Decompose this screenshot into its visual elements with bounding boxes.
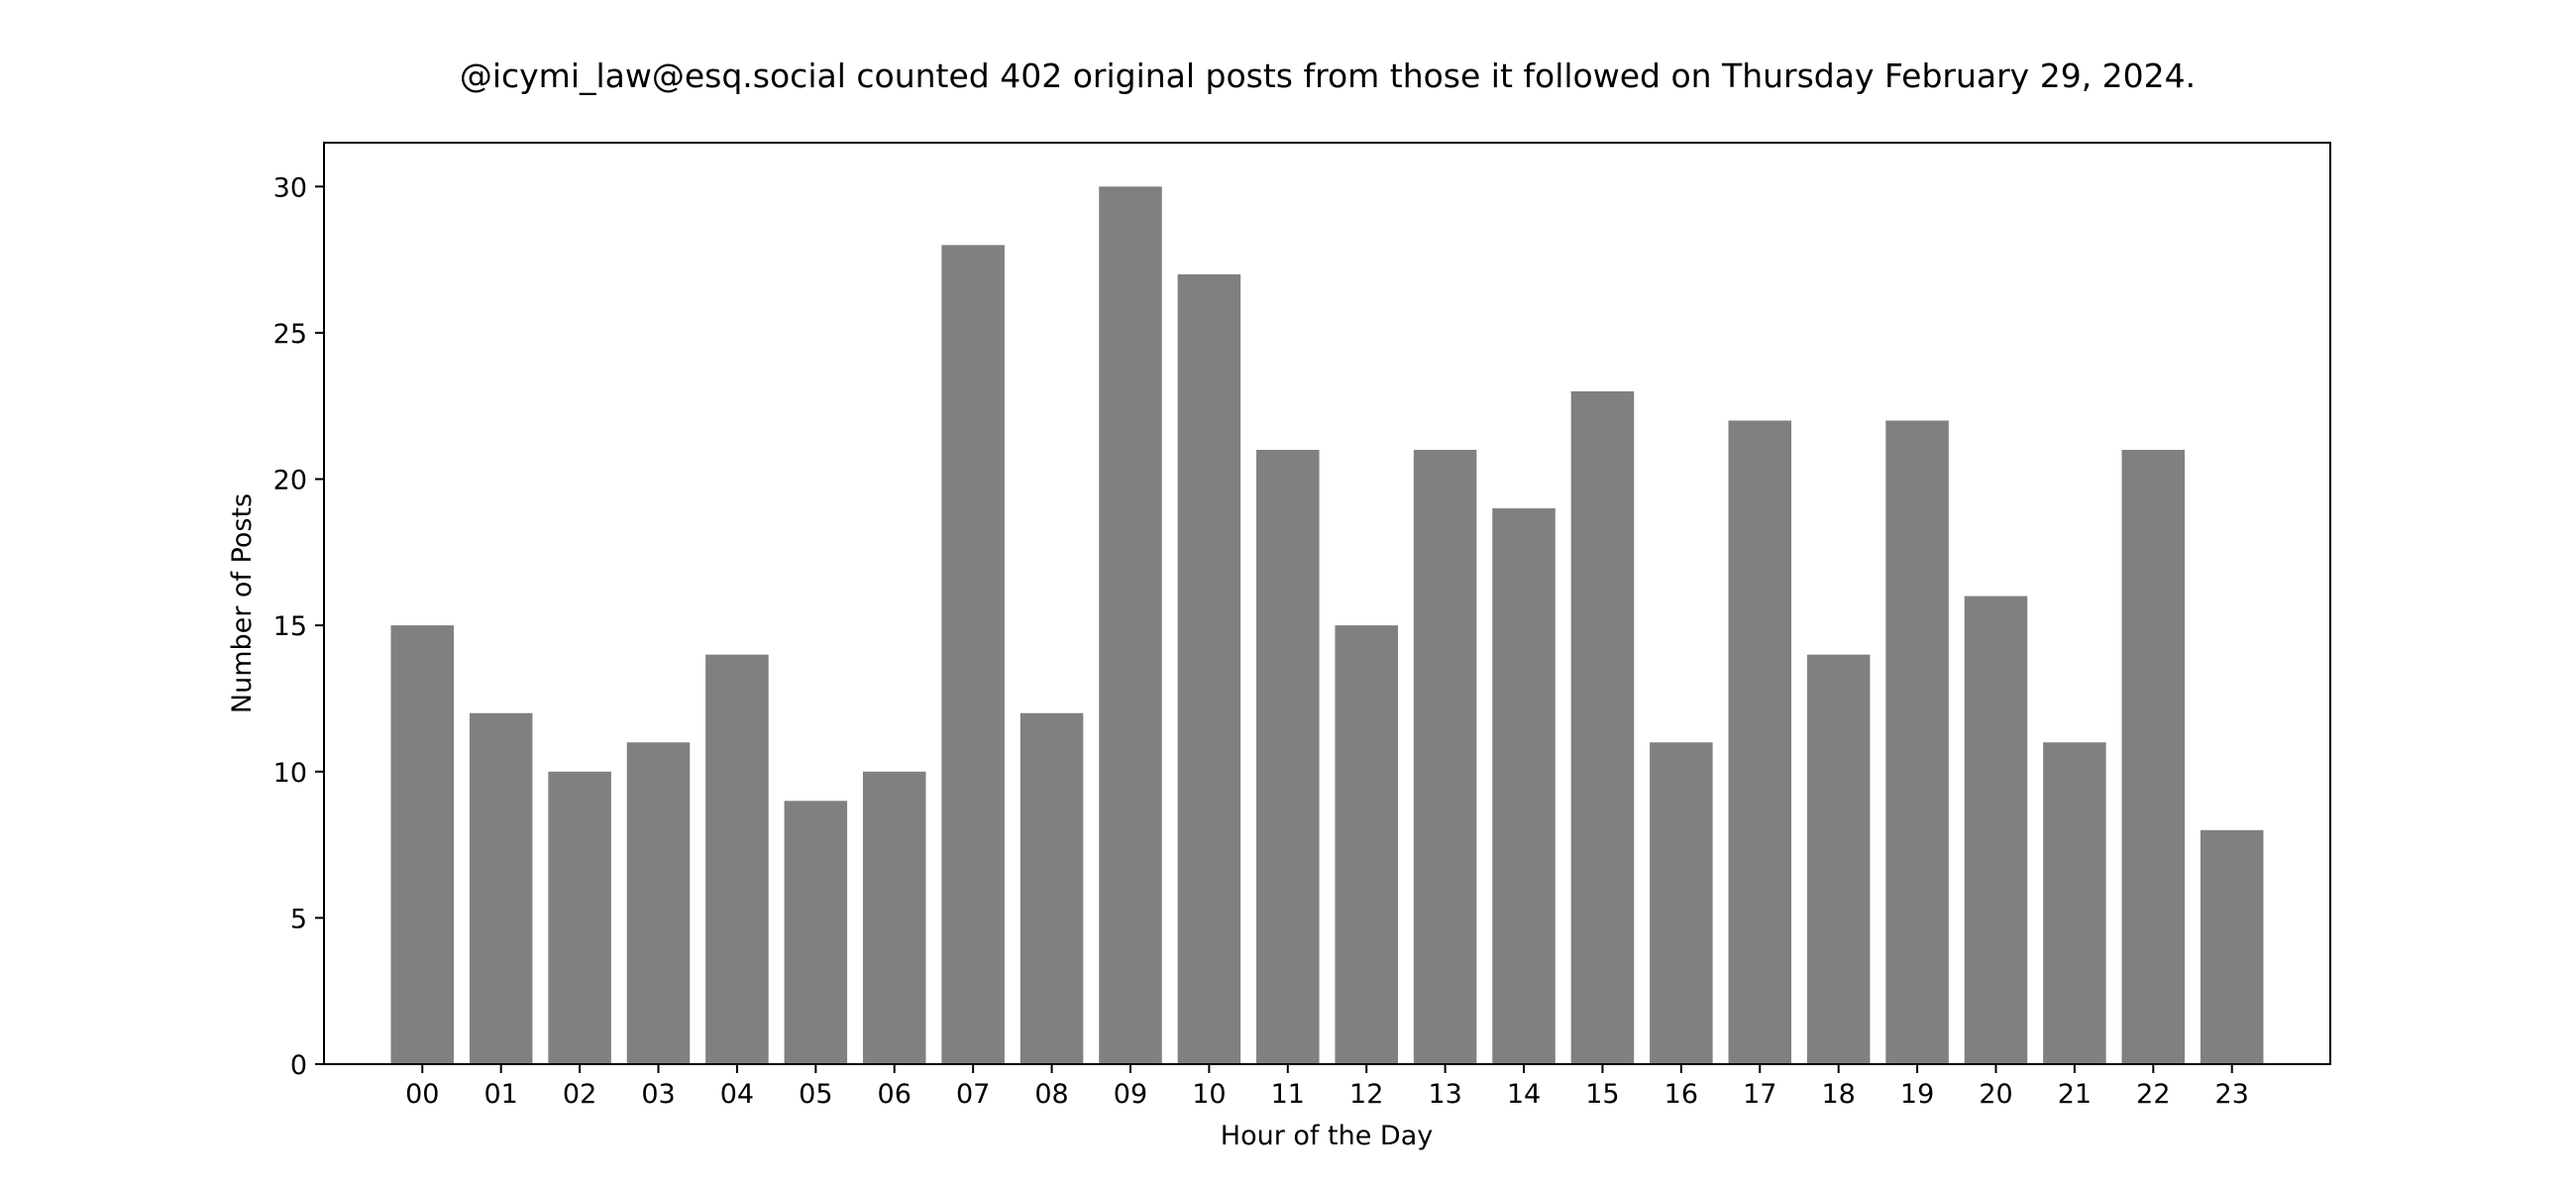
x-tick-label: 21 bbox=[2058, 1079, 2092, 1110]
bar-05 bbox=[784, 801, 848, 1064]
x-tick-label: 20 bbox=[1979, 1079, 2012, 1110]
x-tick-label: 17 bbox=[1743, 1079, 1776, 1110]
x-axis: 00 01 02 03 04 05 06 07 08 09 10 11 12 13 14 15 16 17 18 19… bbox=[405, 1064, 2249, 1110]
x-tick-label: 12 bbox=[1349, 1079, 1383, 1110]
plot-frame bbox=[323, 142, 2331, 1065]
y-tick-label: 0 bbox=[290, 1050, 307, 1081]
bar-20 bbox=[1964, 595, 2028, 1064]
y-tick-label: 30 bbox=[273, 172, 307, 203]
x-tick-label: 05 bbox=[799, 1079, 832, 1110]
x-tick-label: 10 bbox=[1192, 1079, 1226, 1110]
x-axis-label: Hour of the Day bbox=[1221, 1121, 1433, 1151]
bar-07 bbox=[941, 245, 1005, 1065]
x-tick-label: 07 bbox=[956, 1079, 990, 1110]
x-tick-label: 15 bbox=[1585, 1079, 1619, 1110]
x-tick-label: 13 bbox=[1428, 1079, 1461, 1110]
bar-12 bbox=[1335, 625, 1398, 1064]
bars-layer bbox=[390, 186, 2264, 1065]
x-tick-label: 06 bbox=[878, 1079, 912, 1110]
y-tick-label: 5 bbox=[290, 904, 307, 934]
x-tick-label: 09 bbox=[1114, 1079, 1147, 1110]
x-tick-label: 23 bbox=[2215, 1079, 2249, 1110]
bar-08 bbox=[1020, 712, 1084, 1064]
x-tick-label: 02 bbox=[563, 1079, 596, 1110]
x-tick-label: 08 bbox=[1034, 1079, 1068, 1110]
bar-13 bbox=[1413, 450, 1477, 1064]
bar-22 bbox=[2121, 450, 2186, 1064]
bar-21 bbox=[2043, 742, 2106, 1064]
y-tick-label: 25 bbox=[273, 319, 307, 350]
x-tick-label: 16 bbox=[1664, 1079, 1698, 1110]
bar-14 bbox=[1492, 508, 1556, 1064]
bar-23 bbox=[2200, 829, 2264, 1064]
x-tick-label: 14 bbox=[1507, 1079, 1541, 1110]
y-axis: 0 5 10 15 20 25 30 bbox=[273, 172, 324, 1081]
bar-03 bbox=[626, 742, 691, 1064]
bar-01 bbox=[469, 712, 533, 1064]
bar-17 bbox=[1728, 420, 1792, 1064]
bar-11 bbox=[1256, 450, 1320, 1064]
bar-06 bbox=[862, 771, 926, 1064]
bar-04 bbox=[705, 654, 769, 1064]
chart-title: @icymi_law@esq.social counted 402 origin… bbox=[460, 56, 2196, 95]
bar-18 bbox=[1806, 654, 1871, 1064]
x-tick-label: 04 bbox=[720, 1079, 754, 1110]
bar-15 bbox=[1570, 390, 1635, 1064]
y-tick-label: 10 bbox=[273, 758, 307, 789]
y-tick-label: 15 bbox=[273, 611, 307, 642]
bar-10 bbox=[1177, 273, 1241, 1064]
x-tick-label: 11 bbox=[1271, 1079, 1305, 1110]
y-tick-label: 20 bbox=[273, 466, 307, 496]
bar-09 bbox=[1099, 186, 1162, 1065]
y-axis-label: Number of Posts bbox=[227, 493, 258, 713]
x-tick-label: 22 bbox=[2136, 1079, 2170, 1110]
bar-00 bbox=[390, 625, 455, 1064]
bar-19 bbox=[1885, 420, 1949, 1064]
x-tick-label: 00 bbox=[405, 1079, 439, 1110]
x-tick-label: 19 bbox=[1900, 1079, 1934, 1110]
x-tick-label: 01 bbox=[483, 1079, 517, 1110]
x-tick-label: 03 bbox=[641, 1079, 675, 1110]
x-tick-label: 18 bbox=[1821, 1079, 1855, 1110]
bar-02 bbox=[548, 771, 611, 1064]
bar-16 bbox=[1650, 742, 1713, 1064]
